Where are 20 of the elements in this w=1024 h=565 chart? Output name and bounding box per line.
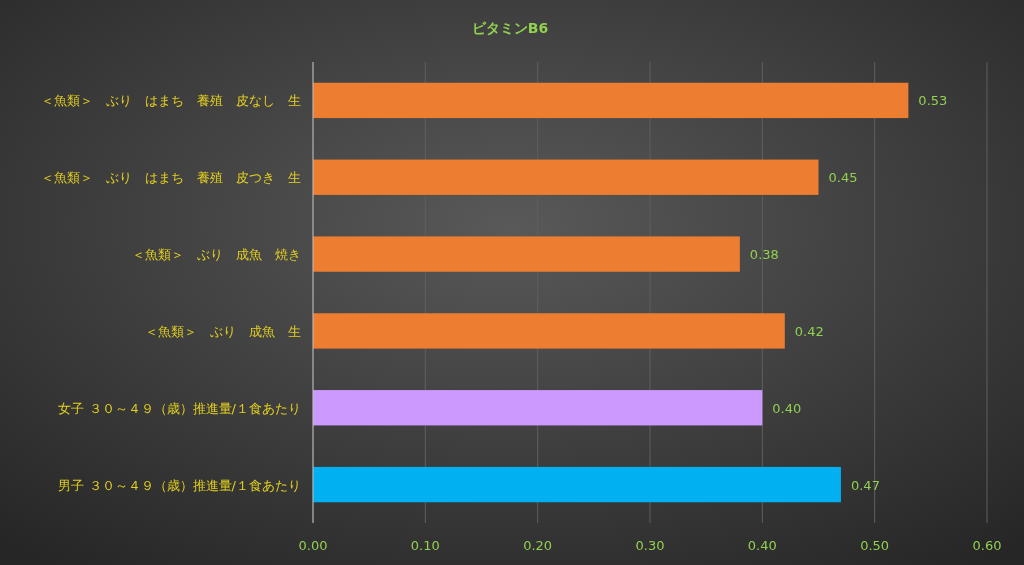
- y-tick-label: ＜魚類＞ ぶり 成魚 生: [145, 323, 301, 339]
- y-tick-label: ＜魚類＞ ぶり はまち 養殖 皮つき 生: [41, 170, 301, 186]
- data-label: 0.45: [828, 170, 858, 186]
- chart-title: ビタミンB6: [471, 20, 549, 36]
- x-tick-label: 0.50: [860, 538, 890, 553]
- data-label: 0.40: [772, 400, 802, 416]
- x-tick-label: 0.30: [635, 538, 665, 553]
- x-tick-label: 0.10: [410, 538, 440, 553]
- data-label: 0.38: [749, 247, 779, 263]
- x-tick-label: 0.00: [298, 538, 328, 553]
- data-label: 0.47: [850, 477, 880, 493]
- data-label: 0.53: [918, 93, 948, 109]
- y-tick-label: ＜魚類＞ ぶり はまち 養殖 皮なし 生: [41, 93, 301, 109]
- y-tick-label: 男子 ３０～４９（歳）推進量/１食あたり: [58, 477, 301, 493]
- x-tick-label: 0.20: [523, 538, 553, 553]
- x-tick-label: 0.40: [747, 538, 777, 553]
- y-tick-label: ＜魚類＞ ぶり 成魚 焼き: [132, 247, 301, 263]
- y-tick-label: 女子 ３０～４９（歳）推進量/１食あたり: [58, 400, 301, 416]
- x-tick-label: 0.60: [972, 538, 1002, 553]
- data-label: 0.42: [794, 323, 824, 339]
